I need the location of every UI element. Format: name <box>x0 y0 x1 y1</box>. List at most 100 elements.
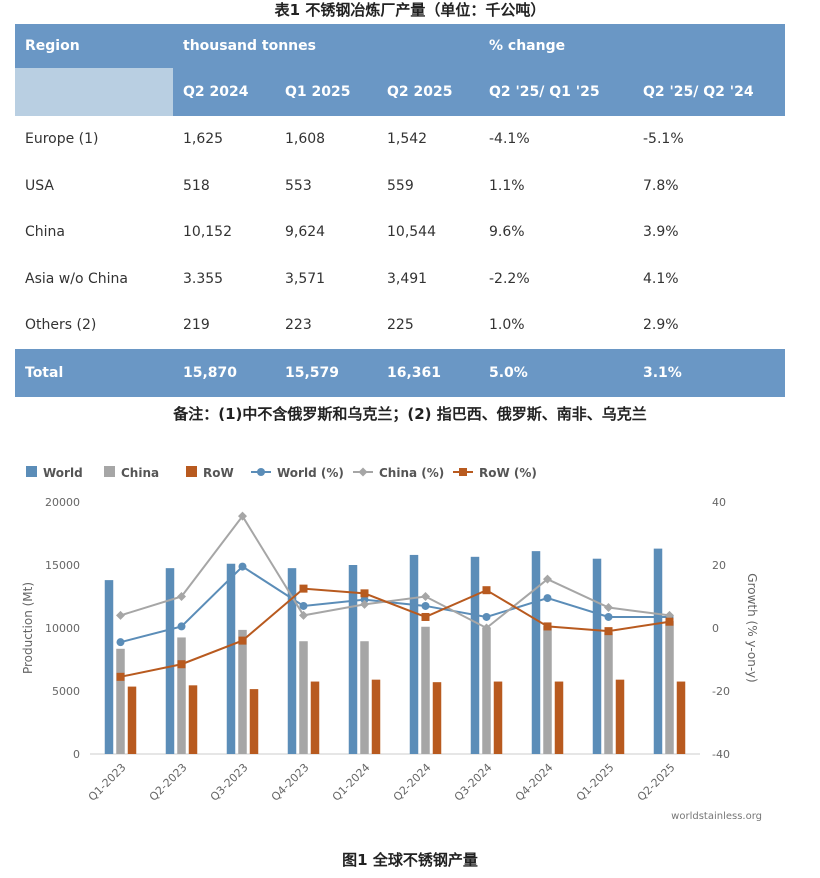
y2-tick-label-0: -40 <box>712 748 730 761</box>
x-tick-label-6: Q3-2024 <box>452 761 495 804</box>
point-row-6 <box>482 586 491 595</box>
bar-china-3 <box>299 641 308 754</box>
point-row-8 <box>604 627 613 636</box>
y-tick-label-0: 0 <box>73 748 80 761</box>
table-row: Others (2) 219 223 225 1.0% 2.9% <box>15 302 785 349</box>
bar-world-4 <box>348 565 358 754</box>
bar-china-9 <box>665 621 674 754</box>
row-4-cell-0: Others (2) <box>25 317 97 334</box>
point-china-5 <box>421 592 430 601</box>
table-body: Europe (1) 1,625 1,608 1,542 -4.1% -5.1% USA 51… <box>15 116 785 349</box>
row-2-cell-4: 9.6% <box>489 224 525 241</box>
point-china-4 <box>360 599 369 609</box>
row-1-cell-5: 7.8% <box>643 177 679 194</box>
header2-cell-0 <box>15 68 173 116</box>
legend-label-5: RoW (%) <box>479 466 537 480</box>
point-row-7 <box>543 622 552 631</box>
row-1-cell-1: 518 <box>183 177 210 194</box>
bar-china-8 <box>604 632 613 754</box>
row-3-cell-1: 3.355 <box>183 270 224 287</box>
row-2-cell-1: 10,152 <box>183 224 232 241</box>
point-world-8 <box>604 612 613 621</box>
point-world-4 <box>360 595 369 604</box>
bar-world-0 <box>104 580 114 754</box>
row-3-cell-0: Asia w/o China <box>25 270 128 287</box>
row-3-cell-3: 3,491 <box>387 270 428 287</box>
bar-row-8 <box>615 679 625 754</box>
line-world <box>120 565 670 644</box>
table-row: Europe (1) 1,625 1,608 1,542 -4.1% -5.1% <box>15 116 785 163</box>
x-tick-label-2: Q3-2023 <box>208 761 251 804</box>
bar-world-9 <box>653 548 663 754</box>
total-cell-1: 15,870 <box>183 364 238 381</box>
legend-label-4: China (%) <box>379 466 444 480</box>
row-3-cell-5: 4.1% <box>643 270 679 287</box>
bar-row-2 <box>249 689 259 754</box>
row-4-cell-5: 2.9% <box>643 317 679 334</box>
y-tick-label-4: 20000 <box>45 496 80 509</box>
legend-label-3: World (%) <box>277 466 344 480</box>
table-total-row: Total 15,870 15,579 16,361 5.0% 3.1% <box>15 348 785 397</box>
point-row-2 <box>238 636 247 645</box>
y2-tick-label-2: 0 <box>712 622 719 635</box>
bar-china-0 <box>116 648 125 754</box>
point-row-3 <box>299 584 308 593</box>
point-china-0 <box>116 610 125 620</box>
point-row-4 <box>360 589 369 598</box>
row-4-cell-3: 225 <box>387 317 414 334</box>
bar-china-1 <box>177 637 186 754</box>
bar-world-5 <box>409 554 419 754</box>
point-row-9 <box>665 617 674 626</box>
header2-cell-5: Q2 '25/ Q2 '24 <box>643 84 754 100</box>
header2-cell-3: Q2 2025 <box>387 84 453 100</box>
total-cell-2: 15,579 <box>285 364 340 381</box>
point-world-5 <box>421 601 430 610</box>
x-tick-label-0: Q1-2023 <box>86 761 129 804</box>
legend-label-0: World <box>43 466 83 480</box>
header-region: Region <box>25 38 80 54</box>
y-tick-label-1: 5000 <box>52 685 80 698</box>
source-credit: worldstainless.org <box>671 811 762 822</box>
bar-china-6 <box>482 628 491 754</box>
point-china-2 <box>238 511 247 521</box>
point-world-7 <box>543 594 552 603</box>
table-title: 表1 不锈钢冶炼厂产量（单位：千公吨） <box>274 1 546 19</box>
line-china <box>120 514 670 630</box>
point-china-3 <box>299 610 308 620</box>
total-cell-4: 5.0% <box>489 364 528 381</box>
y-axis-label: Production (Mt) <box>21 582 35 674</box>
bar-world-3 <box>287 568 297 754</box>
point-china-9 <box>665 610 674 620</box>
production-chart: World China RoW World (%) China (%) RoW (%) 0 5… <box>21 466 762 822</box>
x-tick-label-8: Q1-2025 <box>574 761 617 804</box>
point-world-3 <box>299 601 308 610</box>
row-0-cell-5: -5.1% <box>643 131 684 148</box>
point-row-5 <box>421 612 430 621</box>
y2-axis-label: Growth (% y-on-y) <box>745 573 759 682</box>
y2-tick-label-4: 40 <box>712 496 726 509</box>
row-0-cell-1: 1,625 <box>183 131 224 148</box>
row-1-cell-2: 553 <box>285 177 312 194</box>
legend-swatch-2 <box>186 466 197 477</box>
bar-row-6 <box>493 681 503 754</box>
x-tick-label-7: Q4-2024 <box>513 761 556 804</box>
y2-tick-label-1: -20 <box>712 685 730 698</box>
row-2-cell-0: China <box>25 224 65 241</box>
legend-label-2: RoW <box>203 466 234 480</box>
point-world-2 <box>238 562 247 571</box>
bar-china-7 <box>543 626 552 754</box>
y2-tick-label-3: 20 <box>712 559 726 572</box>
point-world-6 <box>482 612 491 621</box>
bar-china-4 <box>360 641 369 754</box>
y-tick-label-3: 15000 <box>45 559 80 572</box>
table-row: Asia w/o China 3.355 3,571 3,491 -2.2% 4.1% <box>15 256 785 303</box>
row-0-cell-0: Europe (1) <box>25 131 99 148</box>
bar-row-3 <box>310 681 320 754</box>
x-tick-label-3: Q4-2023 <box>269 761 312 804</box>
row-1-cell-3: 559 <box>387 177 414 194</box>
row-2-cell-2: 9,624 <box>285 224 326 241</box>
production-table: Region thousand tonnes % change Q2 2024 Q… <box>15 24 785 397</box>
legend-marker-3 <box>257 468 265 476</box>
bar-world-1 <box>165 568 175 754</box>
row-4-cell-4: 1.0% <box>489 317 525 334</box>
